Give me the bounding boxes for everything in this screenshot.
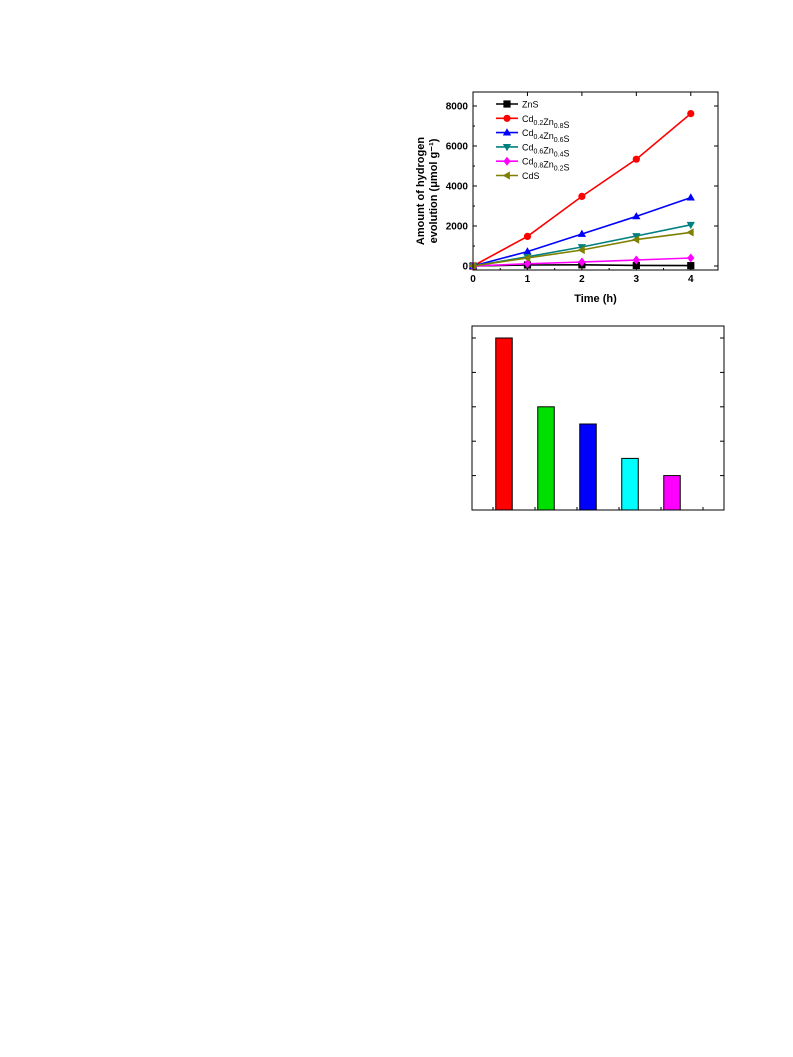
legend-marker xyxy=(503,100,511,108)
y-tick-label: 8000 xyxy=(446,102,469,113)
x-tick-label: 2 xyxy=(579,274,585,285)
legend-label: Cd0.4Zn0.6S xyxy=(522,128,570,144)
bar-0 xyxy=(495,337,513,511)
legend-label: Cd0.2Zn0.8S xyxy=(522,114,570,130)
legend: ZnS Cd0.2Zn0.8SCd0.4Zn0.6SCd0.6Zn0.4SCd0.… xyxy=(496,100,570,181)
data-point xyxy=(686,221,695,230)
series-line xyxy=(472,112,692,267)
data-point xyxy=(687,262,695,270)
data-point xyxy=(523,247,532,255)
legend-label: CdS xyxy=(522,171,540,181)
bar-4 xyxy=(663,475,681,511)
bar-1 xyxy=(537,406,555,511)
line-chart-plot-frame xyxy=(472,91,719,271)
data-point xyxy=(523,232,532,240)
hydrogen-evolution-line-chart: 0 1 2 3 4 0 2000 4000 6000 8000 Time (h) Amount o… xyxy=(415,91,719,305)
bar-chart-bars xyxy=(495,337,681,511)
data-point xyxy=(577,229,587,237)
y-tick-label: 0 xyxy=(462,262,468,273)
x-tick-label: 0 xyxy=(470,274,476,285)
data-point xyxy=(468,261,476,271)
bar-3 xyxy=(621,457,639,511)
data-point xyxy=(686,228,694,237)
y-tick-label: 4000 xyxy=(446,182,469,193)
legend-entry: Cd0.4Zn0.6S xyxy=(496,128,570,144)
legend-entry: ZnS xyxy=(496,100,539,110)
legend-marker xyxy=(503,114,511,122)
data-point xyxy=(687,253,695,263)
data-point xyxy=(578,192,586,200)
x-tick-label: 3 xyxy=(634,274,640,285)
data-point xyxy=(523,253,531,263)
data-point xyxy=(687,110,695,118)
data-point xyxy=(632,155,640,163)
data-point xyxy=(577,245,585,255)
bar-2 xyxy=(579,423,597,511)
data-point xyxy=(632,233,641,241)
legend-marker xyxy=(502,128,512,136)
x-axis-title: Time (h) xyxy=(574,293,617,305)
x-tick-label: 4 xyxy=(688,274,694,285)
data-point xyxy=(632,235,640,244)
y-tick-label: 2000 xyxy=(446,222,469,233)
legend-entry: CdS xyxy=(496,171,540,181)
line-chart-series xyxy=(468,110,695,271)
legend-entry: Cd0.6Zn0.4S xyxy=(496,142,570,158)
y-axis-title-line2: evolution (μmol g⁻¹) xyxy=(428,138,440,243)
x-tick-label: 1 xyxy=(525,274,531,285)
legend-marker xyxy=(502,171,510,180)
y-axis-title-line1: Amount of hydrogen xyxy=(415,137,427,245)
series-5 xyxy=(468,228,694,271)
y-axis-title: Amount of hydrogen evolution (μmol g⁻¹) xyxy=(415,137,440,245)
legend-entry: Cd0.8Zn0.2S xyxy=(496,156,570,173)
data-point xyxy=(632,212,641,220)
legend-label: ZnS xyxy=(522,100,539,110)
legend-marker xyxy=(502,144,512,152)
legend-marker xyxy=(503,156,511,166)
legend-entry: Cd0.2Zn0.8S xyxy=(496,114,570,130)
relative-activity-bar-chart xyxy=(471,325,725,511)
bar-chart-plot-frame xyxy=(471,325,725,511)
data-point xyxy=(632,261,640,269)
legend-label: Cd0.8Zn0.2S xyxy=(522,157,570,173)
data-point xyxy=(686,193,695,201)
legend-label: Cd0.6Zn0.4S xyxy=(522,142,570,158)
line-chart-tick-labels: 0 1 2 3 4 0 2000 4000 6000 8000 xyxy=(446,102,694,286)
y-tick-label: 6000 xyxy=(446,142,469,153)
